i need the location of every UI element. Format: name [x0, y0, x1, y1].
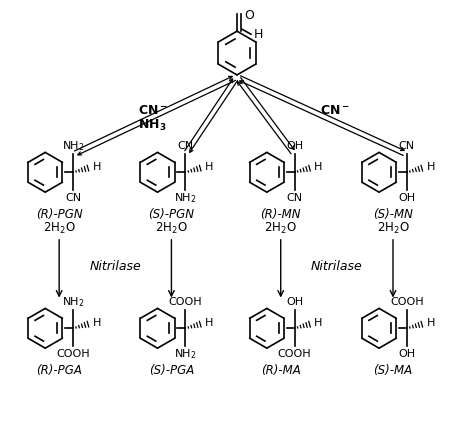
Text: (R)-PGN: (R)-PGN: [36, 207, 82, 220]
Text: (R)-PGA: (R)-PGA: [36, 364, 82, 377]
Text: O: O: [244, 9, 254, 22]
Text: 2H$_2$O: 2H$_2$O: [43, 221, 75, 237]
Text: OH: OH: [286, 297, 303, 307]
Text: H: H: [427, 162, 435, 172]
Text: (S)-MA: (S)-MA: [374, 364, 412, 377]
Text: $\mathbf{CN^-}$: $\mathbf{CN^-}$: [137, 104, 167, 117]
Text: $\mathbf{CN^-}$: $\mathbf{CN^-}$: [320, 104, 350, 117]
Text: (S)-PGA: (S)-PGA: [149, 364, 194, 377]
Text: H: H: [427, 318, 435, 328]
Text: COOH: COOH: [56, 349, 90, 359]
Text: (R)-MA: (R)-MA: [261, 364, 301, 377]
Text: COOH: COOH: [169, 297, 202, 307]
Text: H: H: [254, 28, 264, 41]
Text: CN: CN: [287, 193, 303, 203]
Text: 2H$_2$O: 2H$_2$O: [155, 221, 188, 237]
Text: OH: OH: [286, 141, 303, 151]
Text: H: H: [205, 162, 213, 172]
Text: Nitrilase: Nitrilase: [90, 260, 141, 273]
Text: NH$_2$: NH$_2$: [174, 347, 197, 361]
Text: H: H: [93, 318, 101, 328]
Text: Nitrilase: Nitrilase: [311, 260, 363, 273]
Text: H: H: [205, 318, 213, 328]
Text: NH$_2$: NH$_2$: [62, 296, 84, 309]
Text: CN: CN: [65, 193, 81, 203]
Text: 2H$_2$O: 2H$_2$O: [377, 221, 410, 237]
Text: H: H: [93, 162, 101, 172]
Text: OH: OH: [398, 193, 416, 203]
Text: COOH: COOH: [390, 297, 424, 307]
Text: $\mathbf{NH_3}$: $\mathbf{NH_3}$: [138, 118, 167, 133]
Text: (S)-MN: (S)-MN: [373, 207, 413, 220]
Text: NH$_2$: NH$_2$: [174, 191, 197, 205]
Text: OH: OH: [398, 349, 416, 359]
Text: NH$_2$: NH$_2$: [62, 140, 84, 153]
Text: (S)-PGN: (S)-PGN: [148, 207, 194, 220]
Text: COOH: COOH: [278, 349, 311, 359]
Text: CN: CN: [177, 141, 193, 151]
Text: H: H: [314, 318, 323, 328]
Text: 2H$_2$O: 2H$_2$O: [264, 221, 297, 237]
Text: H: H: [314, 162, 323, 172]
Text: (R)-MN: (R)-MN: [261, 207, 301, 220]
Text: CN: CN: [399, 141, 415, 151]
